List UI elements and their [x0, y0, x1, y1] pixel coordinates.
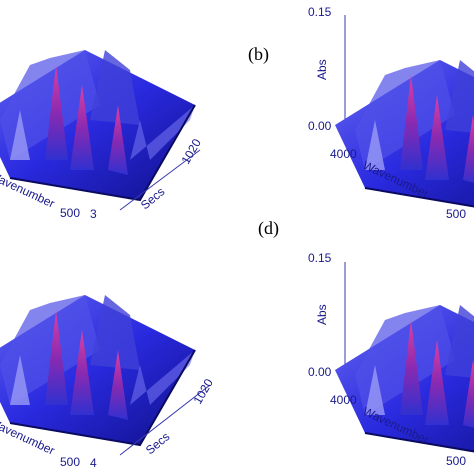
- z-bottom-label: 0.00: [308, 119, 332, 133]
- y-end-label: 1020: [190, 376, 216, 406]
- surface-plot: [0, 294, 196, 446]
- panel-label: (b): [248, 44, 269, 65]
- z-top-label: 0.15: [308, 251, 332, 265]
- surface-plot: [0, 49, 196, 201]
- z-axis-label: Abs: [315, 59, 329, 80]
- z-axis-label: Abs: [315, 304, 329, 325]
- y-end-label: 1020: [178, 136, 204, 166]
- y-start-label: 4: [90, 456, 97, 470]
- x-start-label: 4000: [330, 147, 357, 161]
- x-end-label: 500: [60, 206, 80, 220]
- axis-line: [119, 149, 201, 211]
- z-bottom-label: 0.00: [308, 365, 332, 379]
- y-start-label: 3: [90, 207, 97, 221]
- panel-label: (d): [258, 218, 279, 239]
- x-start-label: 4000: [330, 393, 357, 407]
- z-top-label: 0.15: [308, 5, 332, 19]
- x-end-label: 500: [60, 455, 80, 469]
- axis-line: [119, 384, 211, 456]
- x-end-label: 500: [446, 454, 466, 468]
- x-end-label: 500: [446, 207, 466, 221]
